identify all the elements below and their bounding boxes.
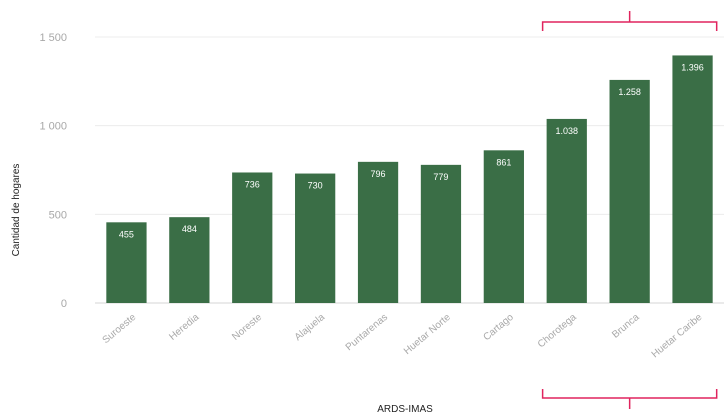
y-tick-label: 500 <box>49 209 67 221</box>
bar-value-label: 796 <box>371 169 386 179</box>
x-tick-label: Heredia <box>167 312 201 343</box>
bar <box>672 55 712 303</box>
bar-value-label: 779 <box>433 172 448 182</box>
x-axis-ticks: Suroeste Heredia Noreste Alajuela Puntarenas… <box>101 312 705 361</box>
bar <box>232 172 272 303</box>
x-tick-label: Puntarenas <box>344 312 390 353</box>
bar-value-label: 455 <box>119 229 134 239</box>
bar <box>358 162 398 303</box>
x-tick-label: Huetar Norte <box>402 312 453 358</box>
bar-value-label: 1.396 <box>681 62 704 72</box>
y-tick-label: 1 000 <box>39 121 67 133</box>
bar-value-label: 1.038 <box>555 126 578 136</box>
x-tick-label: Suroeste <box>101 312 139 346</box>
bar-value-label: 861 <box>496 157 511 167</box>
bar-value-label: 730 <box>308 181 323 191</box>
bottom-bracket <box>543 389 717 409</box>
bar-value-label: 484 <box>182 224 197 234</box>
x-axis-title: ARDS-IMAS <box>377 404 433 415</box>
bar <box>421 165 461 303</box>
x-tick-label: Huetar Caribe <box>650 312 705 361</box>
bar-value-label: 736 <box>245 179 260 189</box>
y-axis-ticks: 0 500 1 000 1 500 <box>39 32 67 310</box>
top-bracket <box>543 11 717 31</box>
x-tick-label: Brunca <box>610 312 642 341</box>
bar <box>295 174 335 303</box>
bar-value-label: 1.258 <box>618 87 641 97</box>
bar <box>610 80 650 303</box>
y-tick-label: 1 500 <box>39 32 67 44</box>
x-tick-label: Chorotega <box>536 312 579 351</box>
y-axis-title: Cantidad de hogares <box>11 164 22 257</box>
bar <box>547 119 587 303</box>
x-tick-label: Alajuela <box>293 312 328 344</box>
y-tick-label: 0 <box>61 298 67 310</box>
bar <box>484 150 524 303</box>
x-tick-label: Noreste <box>230 312 264 343</box>
x-tick-label: Cartago <box>481 312 516 344</box>
